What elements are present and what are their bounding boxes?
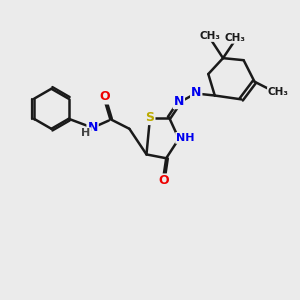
Text: H: H	[82, 128, 91, 138]
Text: O: O	[158, 174, 169, 188]
Text: N: N	[87, 122, 98, 134]
Text: CH₃: CH₃	[268, 87, 289, 97]
Text: O: O	[99, 91, 110, 103]
Text: NH: NH	[176, 133, 195, 143]
Text: N: N	[191, 86, 201, 99]
Text: S: S	[146, 111, 154, 124]
Text: N: N	[174, 95, 184, 108]
Text: CH₃: CH₃	[224, 33, 245, 43]
Text: CH₃: CH₃	[200, 31, 221, 41]
